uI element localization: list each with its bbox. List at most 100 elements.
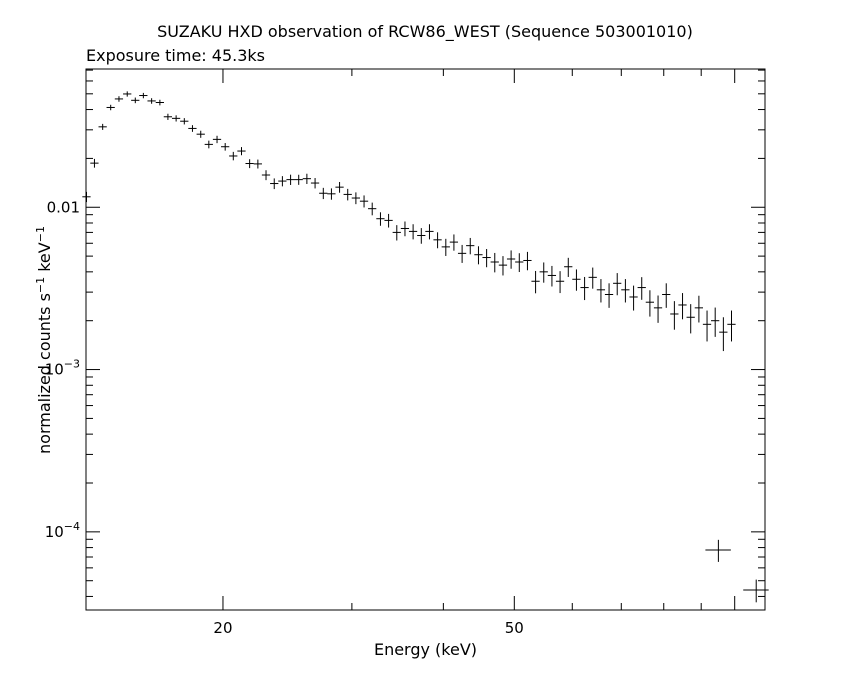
data-point [515,253,524,273]
data-point [711,307,720,337]
plot-frame [85,68,766,611]
data-point [270,178,279,190]
x-tick-label: 50 [505,619,524,637]
data-point [686,304,695,334]
data-point [261,170,271,181]
data-point [466,237,475,255]
error-scale-marker [743,579,769,603]
chart-title: SUZAKU HXD observation of RCW86_WEST (Se… [157,22,693,41]
data-point [302,173,311,184]
data-point [343,188,352,201]
data-point [392,225,401,241]
data-point [212,135,222,144]
data-point [319,187,328,200]
data-point [719,317,728,352]
data-point [441,238,450,256]
data-point [245,159,254,169]
data-point [506,250,516,269]
data-point [114,96,124,102]
y-axis-label-mid: keV [35,242,55,277]
data-point [180,118,189,125]
data-point [408,224,418,240]
data-point [580,276,589,301]
data-point [229,151,238,161]
data-point [457,244,467,263]
data-point [482,249,491,268]
data-point [188,125,197,132]
data-point [637,277,646,300]
data-point [702,310,712,342]
data-point [82,191,91,203]
data-point [588,267,597,289]
y-axis-label: normalized counts s−1 keV−1 [34,226,54,454]
data-point [572,269,581,291]
data-point [425,224,434,240]
y-tick-label: 10−3 [45,358,80,379]
data-point [474,246,483,265]
data-point [237,147,246,156]
data-point [147,98,156,104]
data-point [531,270,540,294]
axis-ticks [86,69,765,610]
x-axis-label: Energy (keV) [373,640,478,659]
data-point [653,295,663,323]
data-point [564,257,573,277]
data-points [82,91,769,603]
data-point [163,113,173,120]
data-point [613,273,622,296]
x-tick-label: 20 [213,619,232,637]
data-point [555,271,565,294]
data-point [490,252,499,273]
data-point [596,279,606,303]
data-point [629,285,638,311]
data-point [433,232,442,249]
data-point [171,115,181,122]
data-point [645,290,655,317]
data-point [547,265,557,287]
exposure-subtitle: Exposure time: 45.3ks [86,46,266,65]
data-point [221,143,230,151]
data-point [253,159,262,169]
data-point [368,202,377,216]
data-point [449,234,459,251]
data-point [359,195,369,208]
y-axis-label-exp1: −1 [33,276,47,294]
data-point [310,178,320,189]
data-point [278,176,287,187]
data-point [90,158,99,168]
data-point [384,213,393,228]
data-point [327,188,336,200]
data-point [376,212,385,226]
y-axis-label-exp2: −1 [33,226,47,243]
data-point [498,256,508,276]
data-point [123,91,132,97]
data-point [98,123,107,130]
data-point [139,92,148,99]
data-point [286,174,295,185]
data-point [539,262,548,283]
data-point [604,283,614,308]
data-point [106,104,115,111]
data-point [351,192,360,205]
data-point [417,228,426,244]
data-point [335,181,344,193]
data-point [662,283,671,308]
data-point [204,140,213,149]
y-tick-label: 10−4 [45,520,80,541]
data-point [727,310,736,342]
data-point [678,293,687,320]
data-point [155,99,164,106]
data-point [294,174,303,185]
data-point [131,97,140,104]
data-point [400,221,410,237]
y-tick-label: 0.01 [47,198,80,216]
error-scale-marker [705,539,731,562]
y-axis-label-prefix: normalized counts s [35,293,55,454]
axis-tick-labels: 20 50 0.01 10−3 10−4 [45,198,524,637]
data-point [670,301,679,330]
data-point [694,295,703,323]
data-point [621,279,630,303]
data-point [523,251,532,271]
data-point [196,130,205,138]
